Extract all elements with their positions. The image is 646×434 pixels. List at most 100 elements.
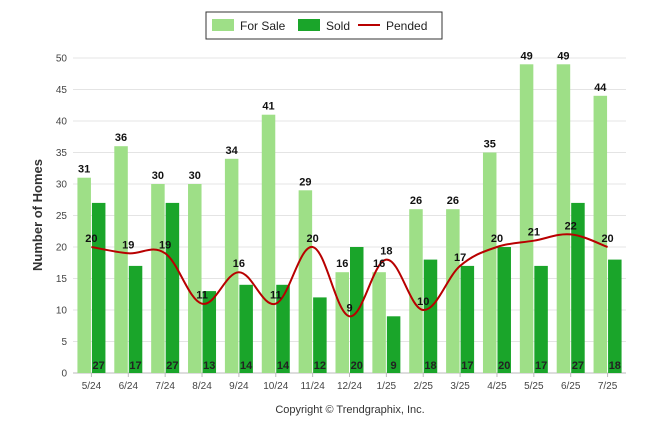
y-tick-label: 20 xyxy=(56,243,68,254)
bar-sold xyxy=(165,202,180,373)
data-label-sold: 20 xyxy=(351,360,363,372)
data-label-for-sale: 35 xyxy=(484,139,496,151)
bar-sold xyxy=(571,202,585,373)
data-label-for-sale: 30 xyxy=(152,170,164,182)
data-label-sold: 14 xyxy=(240,360,253,372)
data-label-for-sale: 26 xyxy=(447,195,459,207)
bar-for-sale xyxy=(151,184,165,373)
bar-sold xyxy=(534,265,548,373)
bar-for-sale xyxy=(409,209,423,373)
legend-label-pended: Pended xyxy=(386,19,427,33)
data-label-for-sale: 49 xyxy=(557,50,569,62)
data-label-pended: 9 xyxy=(346,302,352,314)
data-label-for-sale: 44 xyxy=(594,82,607,94)
x-tick-label: 6/25 xyxy=(561,381,581,392)
x-axis-ticks: 5/24 6/24 7/24 8/24 9/24 10/24 11/24 12/24 1/25 2… xyxy=(82,373,618,392)
bar-for-sale xyxy=(298,190,313,373)
bar-sold xyxy=(350,247,364,373)
bar-sold xyxy=(239,284,253,373)
data-label-sold: 27 xyxy=(166,360,178,372)
legend: For Sale Sold Pended xyxy=(205,11,443,40)
y-tick-label: 45 xyxy=(56,85,68,96)
data-label-sold: 20 xyxy=(498,360,510,372)
data-label-sold: 27 xyxy=(572,360,584,372)
bar-for-sale xyxy=(77,177,91,373)
y-axis-label: Number of Homes xyxy=(30,159,45,271)
x-tick-label: 7/25 xyxy=(598,381,618,392)
bar-for-sale xyxy=(372,272,386,373)
data-label-pended: 20 xyxy=(307,233,319,245)
bar-for-sale xyxy=(335,272,349,373)
data-label-for-sale: 34 xyxy=(226,145,239,157)
legend-label-sold: Sold xyxy=(326,19,350,33)
bars xyxy=(77,64,622,374)
y-tick-label: 35 xyxy=(56,148,68,159)
bar-sold xyxy=(497,247,511,373)
data-label-pended: 22 xyxy=(565,220,577,232)
data-label-for-sale: 16 xyxy=(373,258,385,270)
bar-sold xyxy=(91,202,106,373)
copyright-credit: Copyright © Trendgraphix, Inc. xyxy=(275,404,424,416)
x-tick-label: 12/24 xyxy=(337,381,362,392)
bar-sold xyxy=(386,316,401,373)
x-tick-label: 5/25 xyxy=(524,381,544,392)
data-label-sold: 17 xyxy=(461,360,473,372)
bar-for-sale xyxy=(261,114,276,373)
legend-box xyxy=(205,11,443,40)
x-tick-label: 7/24 xyxy=(155,381,175,392)
x-tick-label: 6/24 xyxy=(119,381,139,392)
data-label-pended: 11 xyxy=(196,290,208,302)
data-label-pended: 19 xyxy=(159,239,171,251)
bar-for-sale xyxy=(224,158,239,373)
data-label-for-sale: 16 xyxy=(336,258,348,270)
data-label-sold: 18 xyxy=(424,360,436,372)
x-tick-label: 11/24 xyxy=(300,381,325,392)
x-tick-label: 2/25 xyxy=(413,381,433,392)
bar-sold xyxy=(423,259,438,373)
data-label-for-sale: 36 xyxy=(115,132,127,144)
bar-sold xyxy=(276,284,290,373)
data-label-sold: 17 xyxy=(129,360,141,372)
bar-for-sale xyxy=(519,64,534,374)
data-label-pended: 17 xyxy=(454,252,466,264)
bar-for-sale xyxy=(593,95,608,374)
data-label-pended: 18 xyxy=(380,246,392,258)
y-tick-label: 25 xyxy=(56,211,68,222)
y-tick-label: 30 xyxy=(56,180,68,191)
data-label-for-sale: 49 xyxy=(520,50,532,62)
data-labels: 31 27 36 17 30 27 30 13 34 14 41 14 29 12 16 20 16 9 26 18 2… xyxy=(78,50,621,372)
x-tick-label: 8/24 xyxy=(192,381,212,392)
data-label-sold: 12 xyxy=(314,360,326,372)
pended-line-layer xyxy=(91,233,608,318)
bar-sold xyxy=(128,265,143,373)
data-label-sold: 27 xyxy=(93,360,105,372)
x-tick-label: 9/24 xyxy=(229,381,249,392)
y-tick-label: 0 xyxy=(61,369,67,380)
legend-swatch-for-sale xyxy=(212,19,234,31)
data-label-for-sale: 30 xyxy=(189,170,201,182)
data-label-sold: 14 xyxy=(277,360,290,372)
data-label-for-sale: 26 xyxy=(410,195,422,207)
data-label-pended: 16 xyxy=(233,258,245,270)
data-label-for-sale: 41 xyxy=(262,101,274,113)
bar-for-sale xyxy=(188,184,202,373)
data-label-pended: 20 xyxy=(491,233,503,245)
data-label-pended: 21 xyxy=(528,227,540,239)
x-tick-label: 4/25 xyxy=(487,381,507,392)
y-tick-label: 50 xyxy=(56,54,68,65)
x-tick-label: 5/24 xyxy=(82,381,102,392)
legend-swatch-sold xyxy=(298,19,320,31)
data-label-pended: 10 xyxy=(417,296,429,308)
bar-for-sale xyxy=(556,64,571,374)
bar-sold xyxy=(202,291,217,373)
data-label-sold: 17 xyxy=(535,360,547,372)
y-tick-label: 5 xyxy=(61,337,67,348)
y-axis-ticks: 0 5 10 15 20 25 30 35 40 45 50 xyxy=(56,54,68,380)
data-label-pended: 11 xyxy=(270,290,282,302)
y-tick-label: 10 xyxy=(56,306,68,317)
legend-label-for-sale: For Sale xyxy=(240,19,286,33)
data-label-pended: 19 xyxy=(122,239,134,251)
data-label-for-sale: 31 xyxy=(78,164,90,176)
